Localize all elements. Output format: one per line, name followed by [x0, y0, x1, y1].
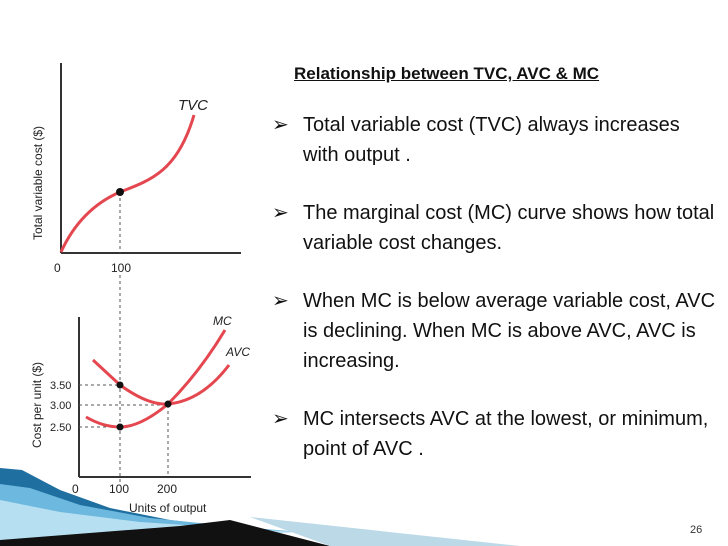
bullet-item: ➢ MC intersects AVC at the lowest, or min… [272, 404, 717, 464]
y-tick-250: 2.50 [50, 422, 71, 434]
decor-swoosh [0, 468, 520, 546]
tvc-x-tick-0: 0 [54, 261, 61, 275]
arrow-bullet-icon: ➢ [272, 114, 289, 136]
tvc-label: TVC [178, 97, 208, 114]
x-tick-100: 100 [109, 482, 129, 496]
mc-point-250 [116, 423, 124, 431]
slide-heading: Relationship between TVC, AVC & MC [294, 64, 600, 83]
mc-avc-chart: MC AVC Cost per unit ($) 3.50 3.00 2.50 … [30, 314, 251, 515]
arrow-bullet-icon: ➢ [272, 202, 289, 224]
tvc-y-label: Total variable cost ($) [31, 126, 45, 240]
tvc-point [116, 188, 124, 196]
bullet-item: ➢ The marginal cost (MC) curve shows how … [272, 198, 717, 258]
page-number: 26 [690, 524, 703, 536]
bullet-text: Total variable cost (TVC) always increas… [303, 114, 680, 166]
x-tick-0: 0 [72, 482, 79, 496]
intersection-point [164, 400, 172, 408]
mc-label: MC [213, 314, 232, 328]
avc-label: AVC [225, 345, 250, 359]
y-tick-300: 3.00 [50, 400, 71, 412]
bullet-text: MC intersects AVC at the lowest, or mini… [303, 408, 709, 460]
y-tick-350: 3.50 [50, 380, 71, 392]
avc-point-350 [116, 381, 124, 389]
tvc-curve [59, 114, 196, 253]
bullet-list: ➢ Total variable cost (TVC) always increa… [272, 110, 717, 492]
arrow-bullet-icon: ➢ [272, 408, 289, 430]
arrow-bullet-icon: ➢ [272, 290, 289, 312]
x-axis-label: Units of output [129, 501, 207, 515]
mc-curve [85, 329, 227, 429]
bullet-item: ➢ When MC is below average variable cost,… [272, 286, 717, 376]
x-tick-200: 200 [157, 482, 177, 496]
avc-curve [91, 358, 231, 406]
bullet-item: ➢ Total variable cost (TVC) always increa… [272, 110, 717, 170]
tvc-chart: TVC Total variable cost ($) 0 100 [31, 63, 241, 275]
cost-y-label: Cost per unit ($) [30, 362, 44, 448]
tvc-x-tick-100: 100 [111, 261, 131, 275]
bullet-text: When MC is below average variable cost, … [303, 290, 716, 372]
bullet-text: The marginal cost (MC) curve shows how t… [303, 202, 715, 254]
